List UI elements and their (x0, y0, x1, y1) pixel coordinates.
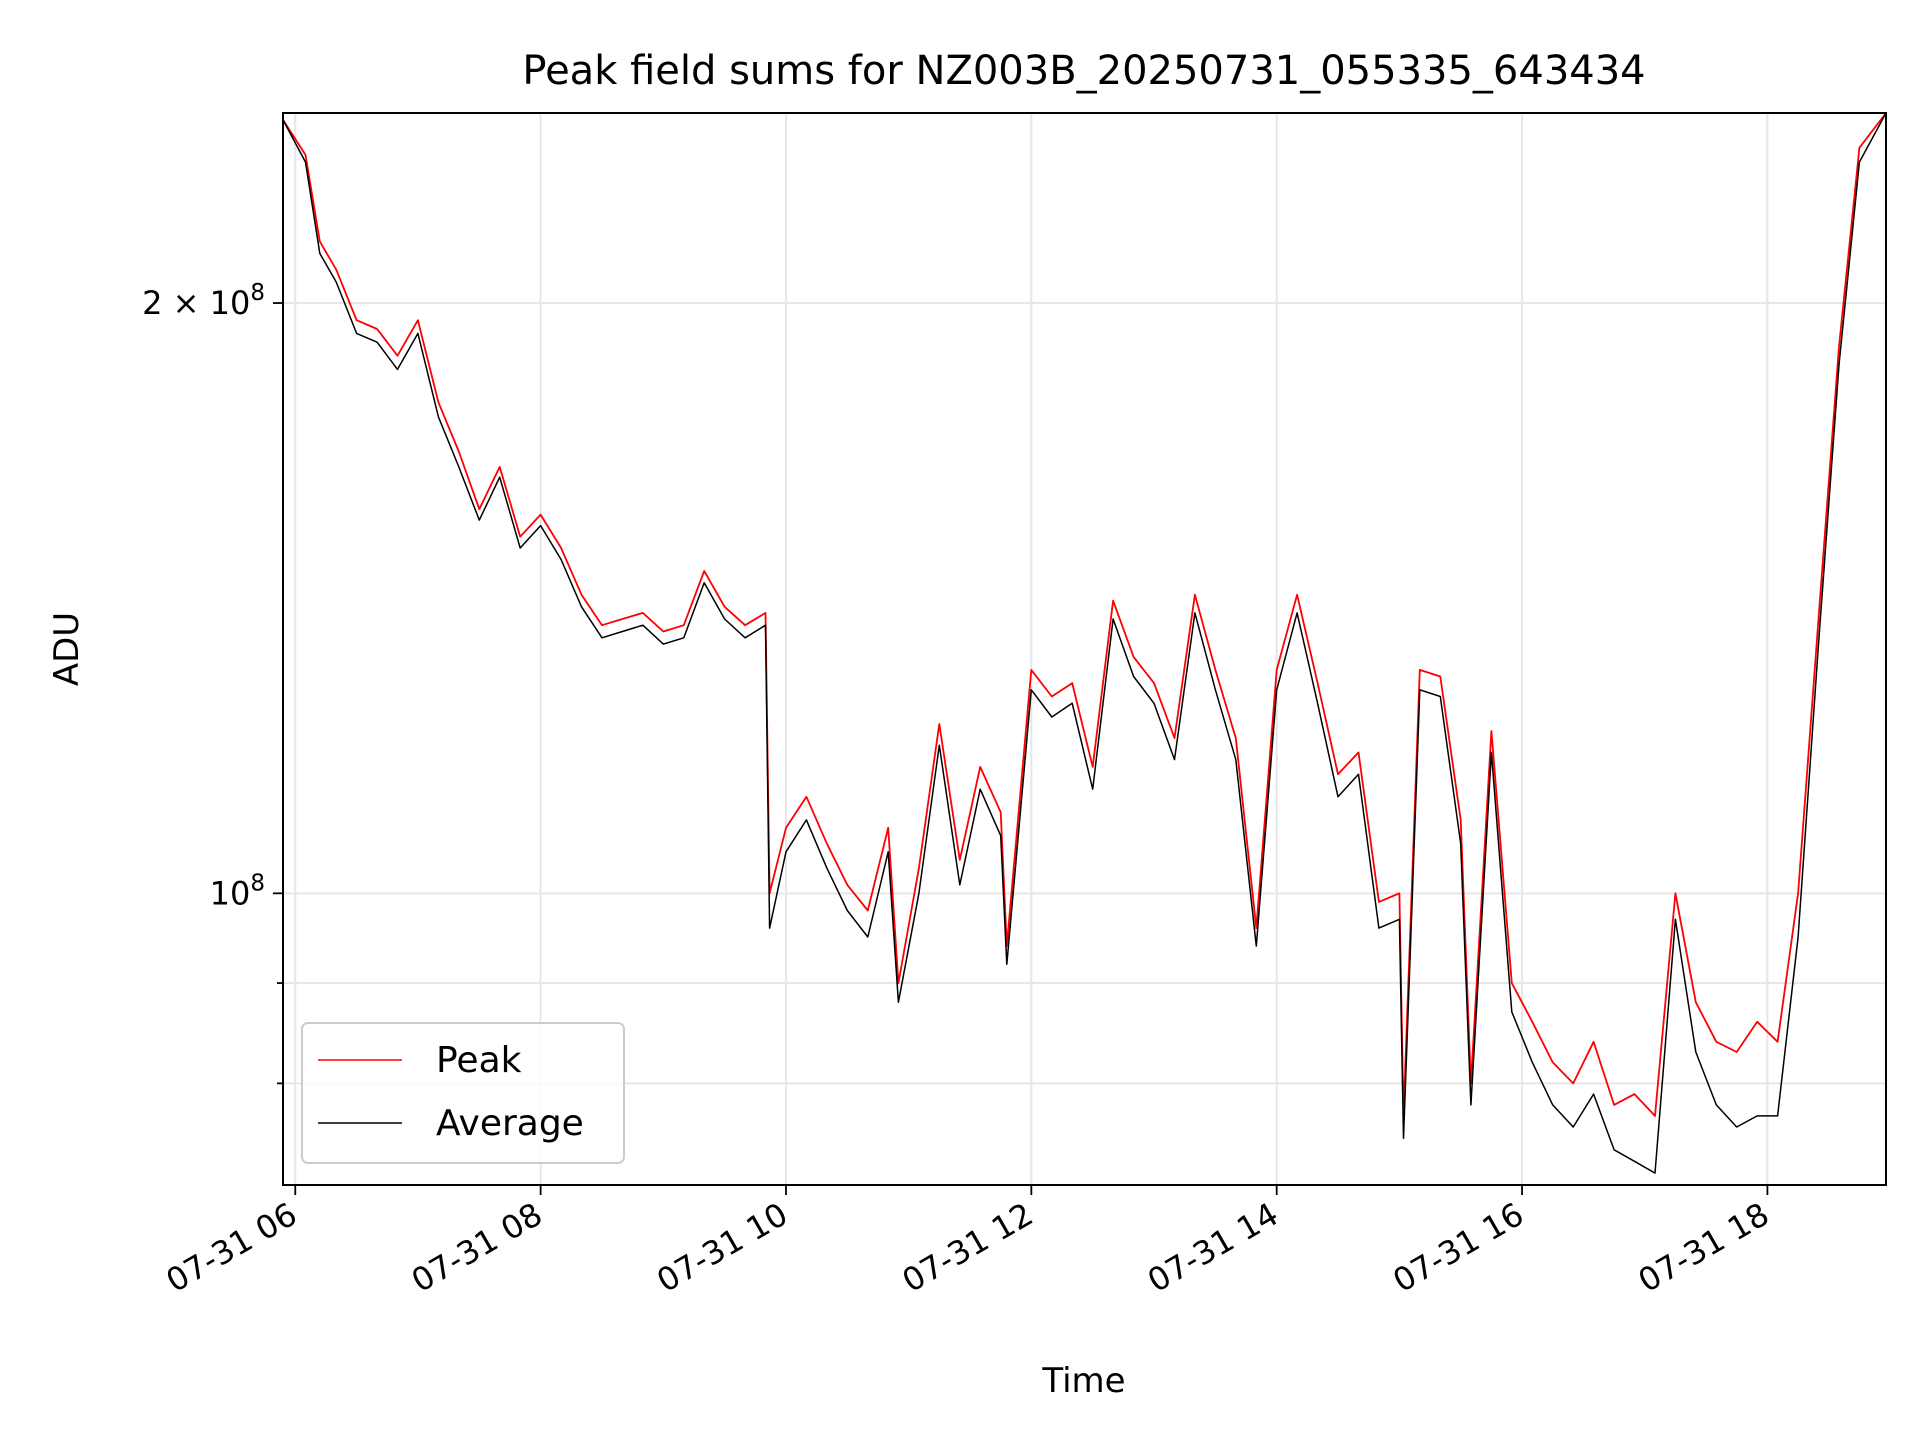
y-tick-label: 108 (210, 870, 265, 912)
series-line-average (282, 112, 1887, 1174)
x-axis-label: Time (1041, 1361, 1125, 1401)
y-tick-label: 2 × 108 (142, 280, 265, 322)
y-axis-label: ADU (47, 612, 87, 686)
series-line-peak (282, 112, 1887, 1117)
legend-label-peak: Peak (436, 1040, 522, 1081)
legend-label-average: Average (436, 1103, 584, 1144)
series-group (282, 112, 1887, 1174)
grid (283, 113, 1886, 1185)
chart-title: Peak field sums for NZ003B_20250731_0553… (522, 48, 1645, 94)
legend: Peak Average (301, 1022, 625, 1164)
plot-frame (282, 112, 1887, 1186)
legend-box (301, 1022, 625, 1164)
